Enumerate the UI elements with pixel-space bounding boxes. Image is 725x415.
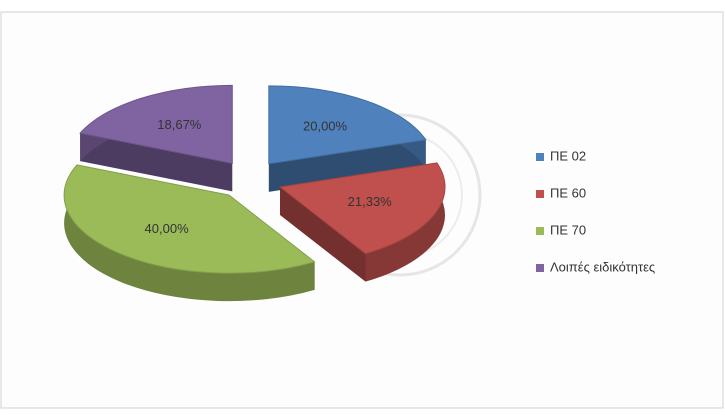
data-label: 20,00% xyxy=(303,119,348,134)
slice-side xyxy=(365,162,445,282)
legend-swatch xyxy=(536,264,544,272)
slice-side xyxy=(279,186,366,282)
slice-side xyxy=(64,164,315,302)
data-label: 18,67% xyxy=(157,117,202,132)
slice xyxy=(79,84,233,164)
slice xyxy=(63,164,316,274)
data-label: 40,00% xyxy=(145,221,190,236)
slice-side xyxy=(80,133,233,192)
legend-label: Λοιπές ειδικότητες xyxy=(550,259,655,274)
legend-label: ΠΕ 02 xyxy=(550,148,586,163)
legend-swatch xyxy=(536,153,544,161)
slice xyxy=(278,162,446,255)
legend-label: ΠΕ 70 xyxy=(550,222,586,237)
legend-swatch xyxy=(536,190,544,198)
legend-label: ΠΕ 60 xyxy=(550,185,586,200)
slice xyxy=(268,85,427,165)
data-label: 21,33% xyxy=(348,194,393,209)
legend-swatch xyxy=(536,227,544,235)
slice-side xyxy=(268,139,426,192)
